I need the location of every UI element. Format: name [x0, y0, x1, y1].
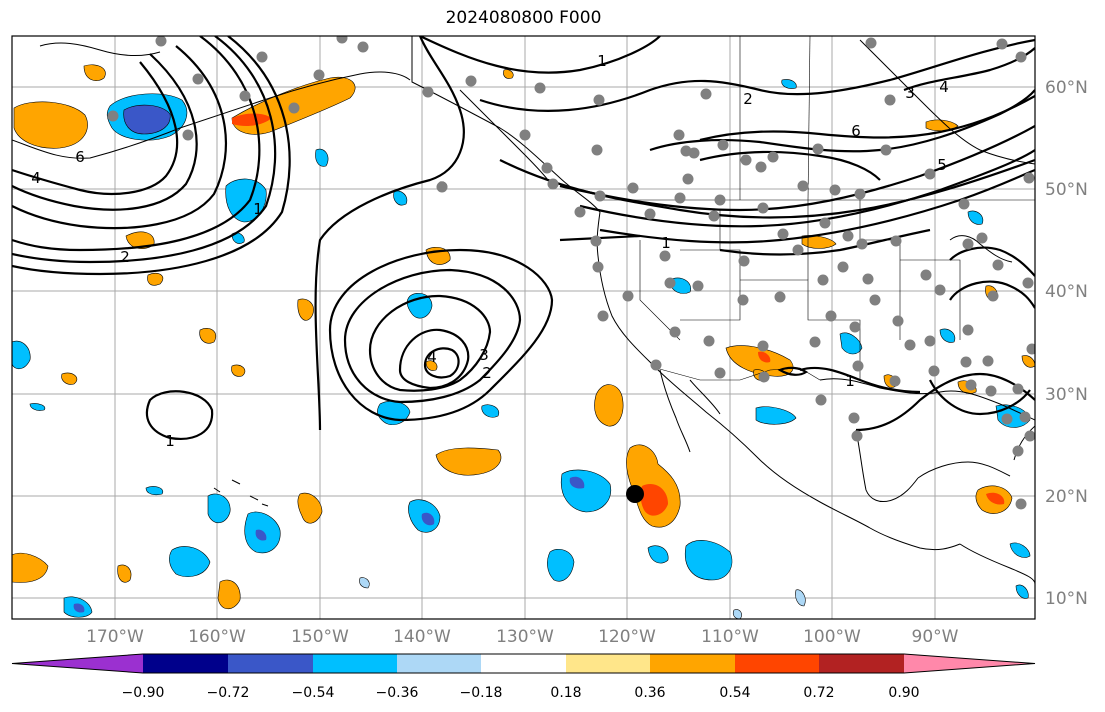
colorbar-swatch	[313, 654, 397, 673]
contour-label-1: 1	[597, 52, 607, 70]
colorbar-extend-high	[904, 654, 1035, 673]
colorbar-tick-label: −0.18	[460, 685, 503, 701]
political-boundaries	[411, 36, 1035, 381]
colorbar-tick-label: −0.90	[122, 685, 165, 701]
contour-label-3: 3	[905, 84, 915, 102]
contour-label-2: 2	[482, 364, 492, 382]
colorbar-swatch	[397, 654, 481, 673]
lon-label-130w: 130°W	[496, 627, 554, 647]
contour-label-6: 6	[851, 122, 861, 140]
colorbar-tick-label: −0.54	[292, 685, 335, 701]
lon-label-160w: 160°W	[188, 627, 246, 647]
contour-label-3: 3	[479, 346, 489, 364]
contour-label-2: 2	[743, 90, 753, 108]
lon-label-140w: 140°W	[393, 627, 451, 647]
longitude-labels: 170°W 160°W 150°W 140°W 130°W 120°W 110°…	[86, 627, 959, 647]
latitude-labels: 60°N 50°N 40°N 30°N 20°N 10°N	[1045, 78, 1088, 609]
colorbar-tick-labels: −0.90 −0.72 −0.54 −0.36 −0.18 0.18 0.36 …	[122, 685, 920, 701]
lon-label-150w: 150°W	[291, 627, 349, 647]
contour-label-4: 4	[939, 78, 949, 96]
lon-label-110w: 110°W	[701, 627, 759, 647]
graticule	[12, 36, 1035, 619]
map-frame	[11, 35, 1036, 620]
contour-label-4: 4	[31, 169, 41, 187]
colorbar-swatch	[566, 654, 650, 673]
contour-label-6: 6	[75, 148, 85, 166]
colorbar-tick-label: −0.72	[207, 685, 250, 701]
height-contours	[12, 36, 1035, 440]
station-markers	[107, 36, 1035, 510]
contour-label-1: 1	[845, 372, 855, 390]
colorbar-extend-low	[12, 654, 143, 673]
colorbar-tick-label: 0.72	[803, 685, 834, 701]
contour-labels: 1 2 4 6 1 2 3 4 1 2 3 4 6 5 1 1	[31, 52, 949, 450]
map-title: 2024080800 F000	[445, 8, 602, 28]
lat-label-20n: 20°N	[1045, 487, 1088, 507]
lat-label-50n: 50°N	[1045, 180, 1088, 200]
lon-label-170w: 170°W	[86, 627, 144, 647]
colorbar-swatch	[819, 654, 904, 673]
contour-label-4: 4	[427, 348, 437, 366]
colorbar-tick-label: 0.18	[550, 685, 581, 701]
colorbar-swatch	[735, 654, 819, 673]
contour-label-1: 1	[661, 234, 671, 252]
lat-label-10n: 10°N	[1045, 589, 1088, 609]
colorbar-swatch	[143, 654, 228, 673]
colorbar-tick-label: 0.90	[888, 685, 919, 701]
contour-label-5: 5	[937, 156, 947, 174]
positive-anomaly-areas	[12, 64, 1035, 610]
contour-label-1: 1	[165, 432, 175, 450]
lat-label-40n: 40°N	[1045, 282, 1088, 302]
colorbar-tick-label: −0.36	[376, 685, 419, 701]
contour-label-2: 2	[120, 248, 130, 266]
negative-anomaly-areas	[12, 79, 1031, 619]
lon-label-120w: 120°W	[598, 627, 656, 647]
colorbar-swatch	[481, 654, 566, 673]
coastlines	[12, 36, 1035, 585]
lat-label-30n: 30°N	[1045, 385, 1088, 405]
colorbar	[11, 653, 1036, 674]
lon-label-100w: 100°W	[803, 627, 861, 647]
lat-label-60n: 60°N	[1045, 78, 1088, 98]
colorbar-outline	[11, 653, 1036, 674]
contour-label-1: 1	[253, 200, 263, 218]
lon-label-90w: 90°W	[912, 627, 959, 647]
colorbar-swatch	[228, 654, 313, 673]
colorbar-swatch	[650, 654, 735, 673]
colorbar-tick-label: 0.36	[634, 685, 665, 701]
location-marker	[626, 485, 644, 503]
colorbar-tick-label: 0.54	[719, 685, 750, 701]
